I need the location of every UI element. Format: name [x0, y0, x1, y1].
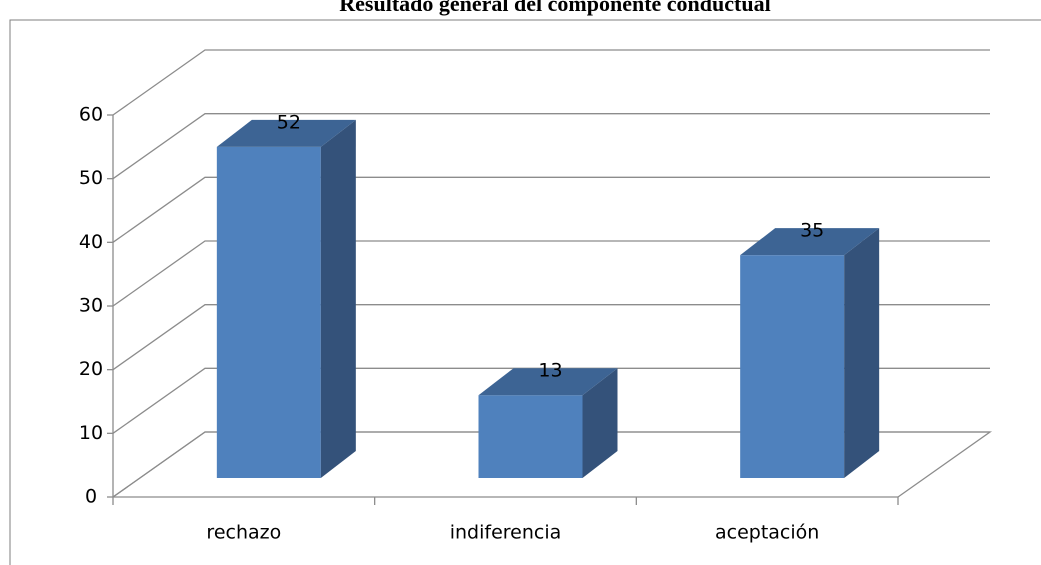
data-label: 13 — [538, 360, 562, 382]
y-tick-label: 50 — [79, 167, 103, 189]
bar-top — [740, 228, 880, 256]
y-tick-label: 40 — [79, 231, 103, 253]
x-tick-label: rechazo — [206, 522, 281, 544]
y-tick-label: 30 — [79, 295, 103, 317]
grid-line — [112, 176, 990, 243]
x-tick-label: aceptación — [715, 522, 819, 544]
y-tick-label: 20 — [79, 358, 103, 380]
x-tick-label: indiferencia — [450, 522, 562, 544]
grid-line — [112, 431, 990, 498]
y-tick-label: 0 — [85, 486, 97, 508]
grid-line — [112, 240, 990, 307]
grid-line — [112, 113, 990, 180]
data-label: 52 — [277, 111, 301, 133]
y-tick-label: 10 — [79, 422, 103, 444]
bar-side — [320, 119, 356, 478]
grid-line — [112, 367, 990, 434]
bar-side — [844, 228, 880, 478]
bar — [740, 255, 845, 478]
bar-top — [216, 119, 356, 147]
data-label: 35 — [800, 220, 824, 242]
bar — [478, 395, 583, 478]
y-tick-label: 60 — [79, 104, 103, 126]
grid-line — [112, 304, 990, 371]
bar-side — [582, 368, 618, 478]
bar-top — [478, 368, 618, 396]
chart-border — [9, 19, 1041, 565]
bar — [216, 146, 321, 478]
grid-line — [112, 49, 990, 116]
chart-title: Resultado general del componente conduct… — [339, 0, 770, 16]
